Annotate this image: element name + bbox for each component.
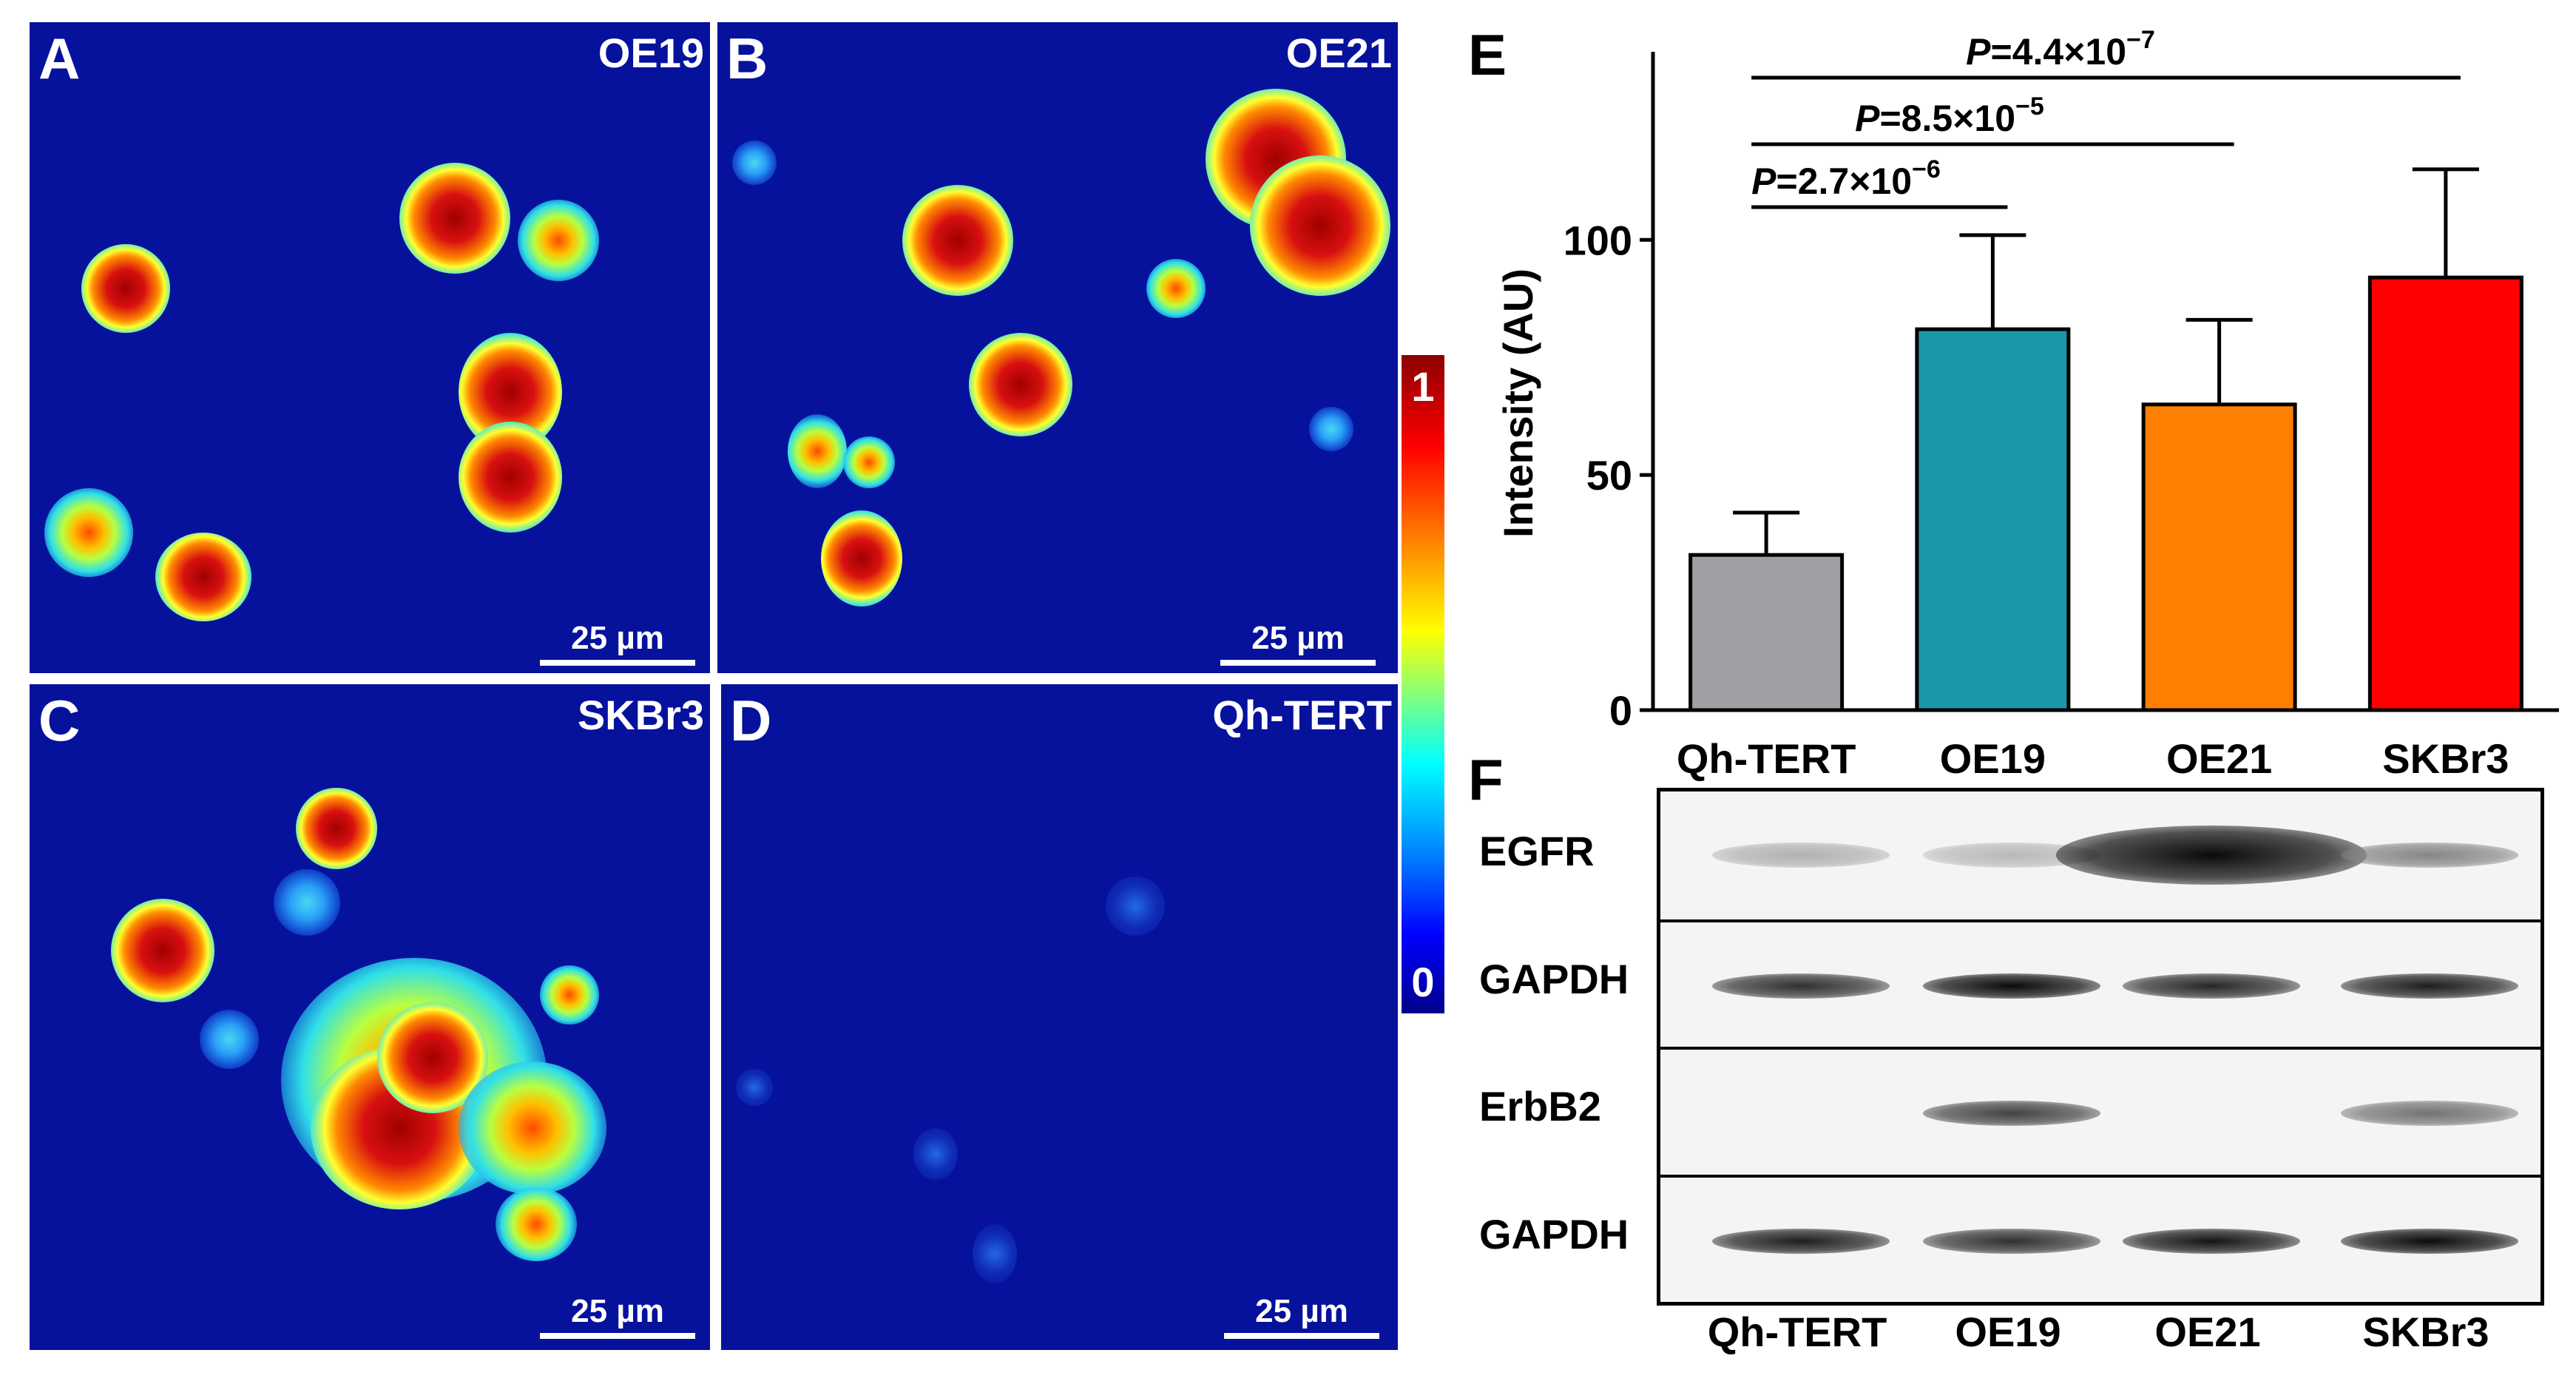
blot-row-label: GAPDH [1479,955,1629,1002]
blot-band [2341,1101,2518,1127]
cell-spot [44,488,133,577]
blot-band [1923,1101,2100,1127]
y-tick-label: 100 [1563,217,1632,263]
scale-label: 25 µm [1251,620,1345,656]
blot-lane-label: Qh-TERT [1707,1309,1887,1355]
y-axis-label: Intensity (AU) [1495,269,1541,538]
panel-cell-line: Qh-TERT [1212,692,1392,738]
panel-cell-line: SKBr3 [577,692,704,738]
significance-label: P=4.4×10−7 [1966,26,2155,72]
scale-bar [540,1333,695,1339]
cell-spot [913,1128,958,1180]
colorbar-max-label: 1 [1411,363,1435,410]
scale-label: 25 µm [571,1293,664,1329]
blot-lane-label: SKBr3 [2362,1309,2489,1355]
significance-label: P=2.7×10−6 [1751,155,1941,202]
scale-bar [1220,660,1376,666]
x-tick-label: Qh-TERT [1677,735,1856,782]
x-tick-label: OE21 [2166,735,2272,782]
panel-b: B OE21 25 µm [717,22,1398,673]
y-tick-label: 0 [1609,687,1632,734]
panel-d: D Qh-TERT 25 µm [721,684,1398,1350]
blot-row-label: GAPDH [1479,1210,1629,1258]
cell-spot [540,965,599,1025]
bar-oe19 [1915,327,2071,712]
cell-spot [788,414,847,488]
cell-spot [1250,155,1390,296]
cell-spot [821,510,902,607]
cell-spot [155,533,251,621]
colorbar: 1 0 [1402,355,1444,1013]
panel-letter: A [38,26,81,91]
blot-row [1660,1174,2540,1306]
scale-bar [1224,1333,1379,1339]
blot-band [2341,843,2518,868]
blot-band [2123,1228,2300,1254]
blot-lane-label: OE21 [2154,1309,2261,1355]
panel-letter: D [730,688,772,753]
panel-letter: C [38,688,81,753]
cell-spot [1309,407,1353,451]
cell-spot [1146,259,1206,318]
scale-bar [540,660,695,666]
blot-row-label: ErbB2 [1479,1083,1601,1130]
blot-row [1660,1047,2540,1178]
cell-spot [843,436,895,488]
scale-label: 25 µm [571,620,664,656]
cell-spot [399,163,510,274]
bar-oe21 [2141,402,2297,712]
blot-band [1923,973,2100,999]
cell-spot [902,185,1013,296]
panel-c: C SKBr3 25 µm [30,684,710,1350]
cell-spot [969,333,1072,436]
blot-band [2056,826,2367,885]
blot-row [1660,919,2540,1050]
blot-band [1712,843,1890,868]
cell-spot [274,869,340,936]
bar-skbr3 [2367,275,2523,712]
cell-spot [111,899,214,1002]
western-blot [1657,788,2544,1306]
blot-band [1712,1228,1890,1254]
bar-qh-tert [1688,553,1845,712]
cell-spot [296,788,377,869]
panel-letter-f: F [1468,747,1504,812]
cell-spot [81,244,170,333]
blot-row [1660,791,2540,919]
cell-spot [200,1010,259,1069]
cell-spot [459,422,562,533]
blot-band [1923,1228,2100,1254]
blot-row-label: EGFR [1479,828,1595,875]
bar-chart-e: 0 50 100 Intensity (AU) Qh-TERT OE19 OE21 SKBr3… [1495,26,2559,782]
cell-spot [732,141,777,185]
panel-cell-line: OE21 [1285,30,1392,76]
x-tick-label: SKBr3 [2382,735,2509,782]
x-tick-label: OE19 [1940,735,2046,782]
y-tick-label: 50 [1586,452,1632,499]
colorbar-min-label: 0 [1411,959,1435,1005]
cell-spot [736,1069,773,1106]
panel-letter-e: E [1468,22,1507,87]
cell-spot [459,1061,606,1195]
cell-spot [518,200,599,281]
blot-lane-label: OE19 [1955,1309,2061,1355]
cell-spot [973,1224,1017,1283]
blot-band [2123,973,2300,999]
blot-band [1712,973,1890,999]
panel-letter: B [726,26,768,91]
cell-spot [496,1187,577,1261]
cell-spot [1106,877,1165,936]
panel-cell-line: OE19 [598,30,704,76]
significance-label: P=8.5×10−5 [1855,92,2044,139]
blot-band [2341,1228,2518,1254]
blot-band [2341,973,2518,999]
scale-label: 25 µm [1255,1293,1348,1329]
panel-a: A OE19 25 µm [30,22,710,673]
